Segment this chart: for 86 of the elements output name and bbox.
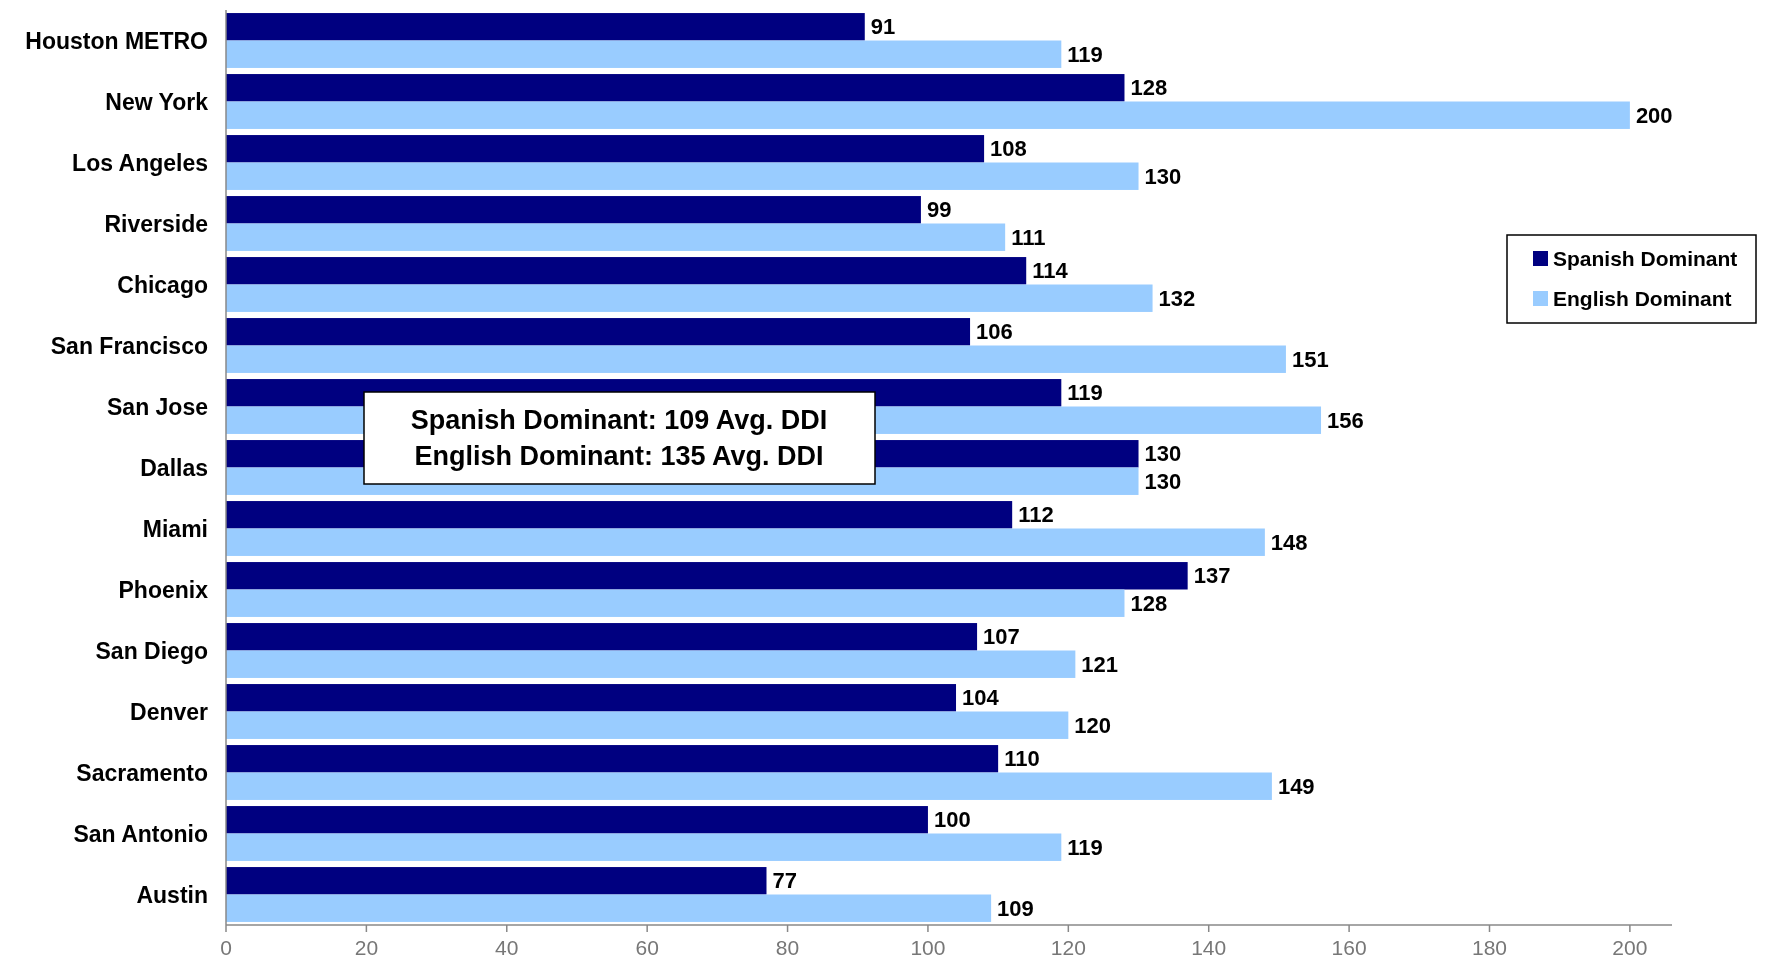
legend-label: Spanish Dominant <box>1553 247 1738 271</box>
bar <box>226 684 957 712</box>
bar <box>226 284 1153 312</box>
bar <box>226 501 1013 529</box>
bar <box>226 623 978 651</box>
y-tick-label: Houston METRO <box>25 27 208 54</box>
data-label: 112 <box>1018 502 1054 528</box>
bar <box>226 101 1630 129</box>
data-label: 132 <box>1158 285 1196 311</box>
bar <box>226 223 1006 251</box>
data-label: 110 <box>1004 746 1040 772</box>
bar <box>226 650 1076 678</box>
y-tick-label: San Jose <box>107 393 208 420</box>
data-label: 130 <box>1144 163 1182 189</box>
data-label: 128 <box>1130 590 1168 616</box>
data-label: 200 <box>1635 102 1673 128</box>
bar <box>226 562 1188 590</box>
y-tick-label: Denver <box>130 698 209 725</box>
x-tick-label: 180 <box>1471 936 1508 959</box>
data-label: 108 <box>990 136 1027 162</box>
x-tick-label: 40 <box>495 936 519 959</box>
data-label: 111 <box>1011 224 1046 250</box>
bar <box>226 196 921 224</box>
data-label: 77 <box>772 868 797 894</box>
x-tick-label: 80 <box>775 936 800 959</box>
data-label: 100 <box>933 807 971 833</box>
y-tick-label: Los Angeles <box>72 149 208 176</box>
bar <box>226 867 767 895</box>
y-tick-label: Phoenix <box>118 576 209 603</box>
bar <box>226 257 1027 285</box>
x-tick-label: 160 <box>1331 936 1367 959</box>
bar <box>226 833 1062 861</box>
bar <box>226 74 1125 102</box>
data-label: 109 <box>997 895 1034 921</box>
data-label: 119 <box>1067 834 1103 860</box>
y-tick-label: Miami <box>142 515 208 542</box>
data-label: 151 <box>1291 346 1329 372</box>
data-label: 99 <box>926 197 952 223</box>
data-label: 114 <box>1032 258 1069 284</box>
y-tick-label: Chicago <box>117 271 208 298</box>
annotation: Spanish Dominant: 109 Avg. DDI <box>410 405 828 436</box>
bar <box>226 318 971 346</box>
data-label: 156 <box>1327 407 1364 433</box>
bar <box>226 589 1125 617</box>
data-label: 128 <box>1130 75 1168 101</box>
data-label: 104 <box>962 685 1000 711</box>
data-label: 107 <box>983 624 1020 650</box>
data-label: 130 <box>1144 468 1182 494</box>
bar <box>226 745 999 773</box>
bar <box>226 13 865 41</box>
bar <box>226 772 1272 800</box>
x-tick-label: 200 <box>1612 936 1648 959</box>
bar <box>226 894 992 922</box>
annotation: English Dominant: 135 Avg. DDI <box>414 441 824 472</box>
data-label: 137 <box>1193 563 1231 589</box>
x-tick-label: 20 <box>354 936 379 959</box>
x-tick-label: 60 <box>635 936 659 959</box>
data-label: 106 <box>976 319 1013 345</box>
y-tick-label: Dallas <box>140 454 208 481</box>
bar <box>226 40 1062 68</box>
bar <box>226 345 1286 373</box>
data-label: 119 <box>1067 380 1103 406</box>
x-tick-label: 100 <box>910 936 946 959</box>
data-label: 148 <box>1270 529 1308 555</box>
bar <box>226 528 1265 556</box>
legend-label: English Dominant <box>1553 287 1732 311</box>
data-label: 149 <box>1277 773 1315 799</box>
y-tick-label: Austin <box>136 881 208 908</box>
data-label: 120 <box>1074 712 1112 738</box>
data-label: 121 <box>1081 651 1119 677</box>
y-tick-label: Riverside <box>104 210 208 237</box>
x-tick-label: 120 <box>1050 936 1086 959</box>
y-tick-label: San Diego <box>95 637 208 664</box>
y-tick-label: New York <box>105 88 209 115</box>
data-label: 119 <box>1067 41 1103 67</box>
y-tick-label: San Francisco <box>50 332 208 359</box>
bar <box>226 162 1139 190</box>
x-tick-label: 0 <box>220 936 232 959</box>
data-label: 130 <box>1144 441 1182 467</box>
y-tick-label: Sacramento <box>76 759 208 786</box>
bar <box>226 806 928 834</box>
x-tick-label: 140 <box>1191 936 1227 959</box>
data-label: 91 <box>870 14 896 40</box>
y-tick-label: San Antonio <box>73 820 208 847</box>
bar <box>226 135 985 163</box>
bar <box>226 711 1069 739</box>
